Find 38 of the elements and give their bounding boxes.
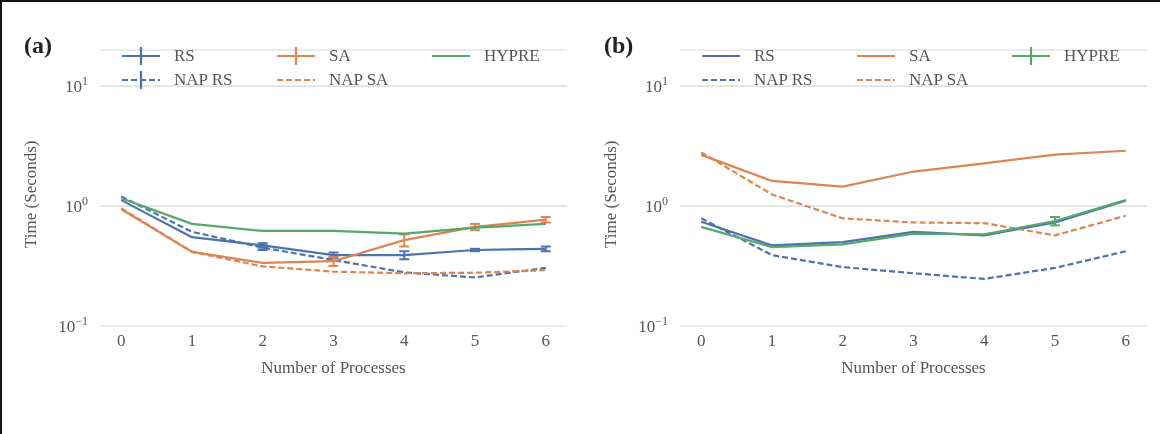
- y-tick-label: 10$^{1}$: [645, 74, 668, 97]
- x-tick-label: 6: [541, 331, 551, 351]
- legend-label: NAP RS: [174, 70, 233, 90]
- y-axis-title: Time (Seconds): [601, 140, 621, 248]
- x-tick-label: 0: [696, 331, 706, 351]
- y-tick-label: 10$^{−1}$: [638, 314, 668, 336]
- x-tick-label: 1: [767, 331, 777, 351]
- y-tick-label: 10$^{0}$: [645, 194, 668, 217]
- x-tick-label: 4: [980, 331, 990, 351]
- y-tick-label: 10$^{−1}$: [58, 314, 88, 336]
- legend-label: SA: [909, 46, 931, 66]
- x-tick-label: 3: [329, 331, 338, 351]
- x-tick-label: 0: [116, 331, 126, 351]
- line-series: [120, 195, 547, 279]
- line-series: [120, 197, 547, 235]
- x-tick-label: 3: [909, 331, 918, 351]
- y-tick-label: 10$^{0}$: [65, 194, 88, 217]
- y-tick-label: 10$^{1}$: [65, 74, 88, 97]
- legend-label: HYPRE: [1064, 46, 1120, 66]
- legend-label: NAP SA: [329, 70, 389, 90]
- x-tick-label: 1: [187, 331, 197, 351]
- x-tick-label: 5: [470, 331, 480, 351]
- chart-title: (a): [24, 32, 52, 59]
- x-axis-title: Number of Processes: [841, 358, 986, 377]
- legend-label: NAP RS: [754, 70, 813, 90]
- chart-title: (b): [604, 32, 634, 59]
- x-axis-title: Number of Processes: [261, 358, 406, 377]
- legend-label: HYPRE: [484, 46, 540, 66]
- legend-label: RS: [754, 46, 775, 66]
- x-tick-label: 2: [838, 331, 847, 351]
- x-tick-label: 4: [400, 331, 410, 351]
- legend-label: SA: [329, 46, 351, 66]
- legend-label: RS: [174, 46, 195, 66]
- y-axis-title: Time (Seconds): [21, 140, 41, 248]
- x-tick-label: 6: [1121, 331, 1131, 351]
- x-tick-label: 5: [1050, 331, 1060, 351]
- legend-label: NAP SA: [909, 70, 969, 90]
- x-tick-label: 2: [258, 331, 267, 351]
